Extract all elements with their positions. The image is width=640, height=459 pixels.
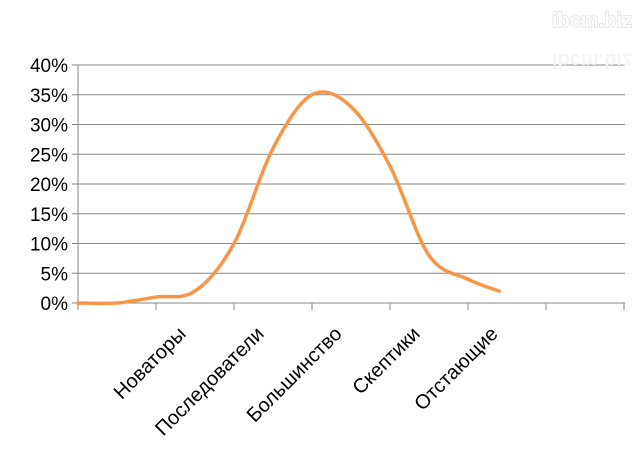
y-tick-label: 10%	[30, 235, 68, 256]
gridlines	[72, 64, 625, 304]
y-tick-label: 15%	[30, 205, 68, 226]
x-category-label: Отстающие	[410, 323, 502, 415]
y-tick-label: 35%	[30, 86, 68, 107]
y-tick-label: 20%	[30, 175, 68, 196]
y-tick-label: 30%	[30, 116, 68, 137]
y-axis-ticks: 0% 5% 10% 15% 20% 25% 30% 35% 40%	[30, 56, 68, 315]
x-category-label: Новаторы	[110, 323, 191, 404]
watermark-reflection: ibcm.biz	[552, 49, 632, 71]
x-category-label: Скептики	[348, 323, 424, 399]
watermark: ibcm.biz ibcm.biz	[551, 9, 632, 71]
y-tick-label: 40%	[30, 56, 68, 77]
series-path	[76, 90, 501, 306]
y-tick-label: 25%	[30, 145, 68, 166]
watermark-text: ibcm.biz	[552, 10, 632, 32]
y-tick-label: 0%	[41, 294, 69, 315]
series-line	[76, 90, 501, 306]
y-tick-label: 5%	[41, 264, 69, 285]
